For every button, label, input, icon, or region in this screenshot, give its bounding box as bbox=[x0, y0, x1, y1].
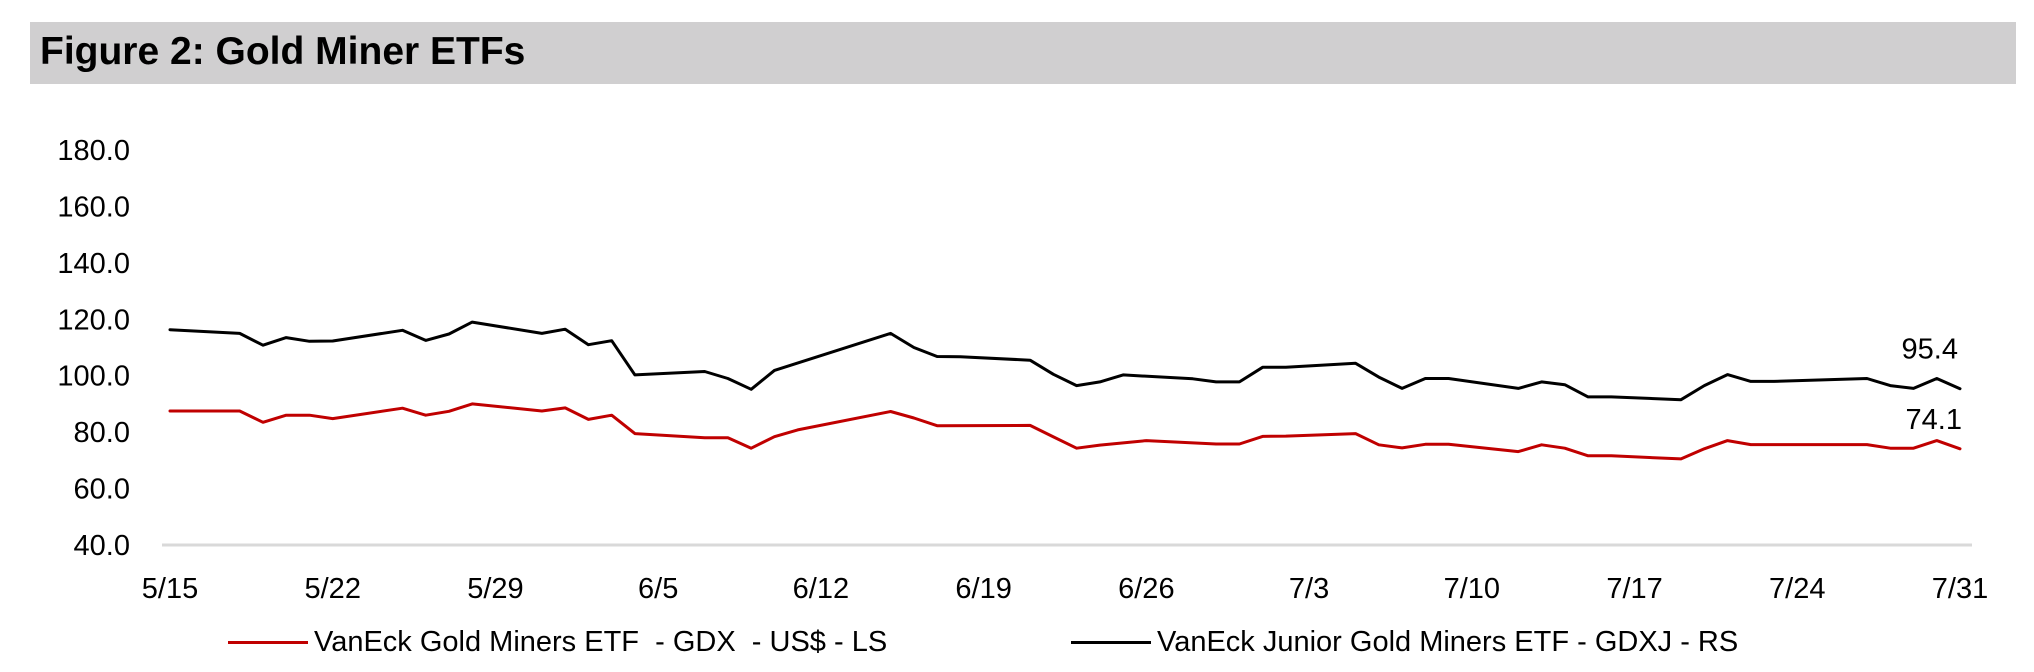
x-tick-label: 5/15 bbox=[142, 573, 198, 605]
x-tick-label: 7/31 bbox=[1932, 573, 1988, 605]
legend-item-gdxj: VanEck Junior Gold Miners ETF - GDXJ - R… bbox=[1071, 622, 1738, 662]
annotation-gdx-last: 74.1 bbox=[1906, 404, 1962, 436]
x-tick-label: 6/5 bbox=[638, 573, 678, 605]
series-line-gdx bbox=[168, 402, 1962, 461]
legend-label-gdx: VanEck Gold Miners ETF - GDX - US$ - LS bbox=[314, 625, 888, 658]
legend-label-gdxj: VanEck Junior Gold Miners ETF - GDXJ - R… bbox=[1157, 625, 1739, 658]
x-tick-label: 5/22 bbox=[305, 573, 361, 605]
legend-swatch-gdxj bbox=[1071, 640, 1151, 644]
y-tick-label: 140.0 bbox=[57, 248, 130, 280]
series-layer bbox=[168, 320, 1962, 461]
y-tick-label: 40.0 bbox=[74, 530, 130, 562]
y-axis: 180.0 160.0 140.0 120.0 100.0 80.0 60.0 40.0 bbox=[57, 135, 130, 562]
legend-swatch-gdx bbox=[228, 640, 308, 644]
annotation-layer: 95.4 74.1 bbox=[1902, 334, 1962, 436]
x-tick-label: 6/12 bbox=[793, 573, 849, 605]
y-tick-label: 180.0 bbox=[57, 135, 130, 167]
y-tick-label: 120.0 bbox=[57, 304, 130, 336]
y-tick-label: 60.0 bbox=[74, 474, 130, 506]
x-tick-label: 5/29 bbox=[467, 573, 523, 605]
x-tick-label: 7/24 bbox=[1769, 573, 1825, 605]
x-tick-label: 7/10 bbox=[1444, 573, 1500, 605]
x-axis: 5/15 5/22 5/29 6/5 6/12 6/19 6/26 7/3 7/10 7/17 7/… bbox=[142, 573, 1988, 605]
x-tick-label: 6/26 bbox=[1118, 573, 1174, 605]
y-tick-label: 160.0 bbox=[57, 191, 130, 223]
title-bar: Figure 2: Gold Miner ETFs bbox=[30, 22, 2016, 84]
figure-title: Figure 2: Gold Miner ETFs bbox=[40, 30, 526, 73]
y-tick-label: 100.0 bbox=[57, 361, 130, 393]
series-line-gdxj bbox=[168, 320, 1962, 402]
y-tick-label: 80.0 bbox=[74, 417, 130, 449]
x-tick-label: 7/17 bbox=[1606, 573, 1662, 605]
legend: VanEck Gold Miners ETF - GDX - US$ - LS … bbox=[0, 622, 2034, 662]
x-tick-label: 6/19 bbox=[955, 573, 1011, 605]
legend-item-gdx: VanEck Gold Miners ETF - GDX - US$ - LS bbox=[228, 622, 887, 662]
x-tick-label: 7/3 bbox=[1289, 573, 1329, 605]
annotation-gdxj-last: 95.4 bbox=[1902, 334, 1958, 366]
